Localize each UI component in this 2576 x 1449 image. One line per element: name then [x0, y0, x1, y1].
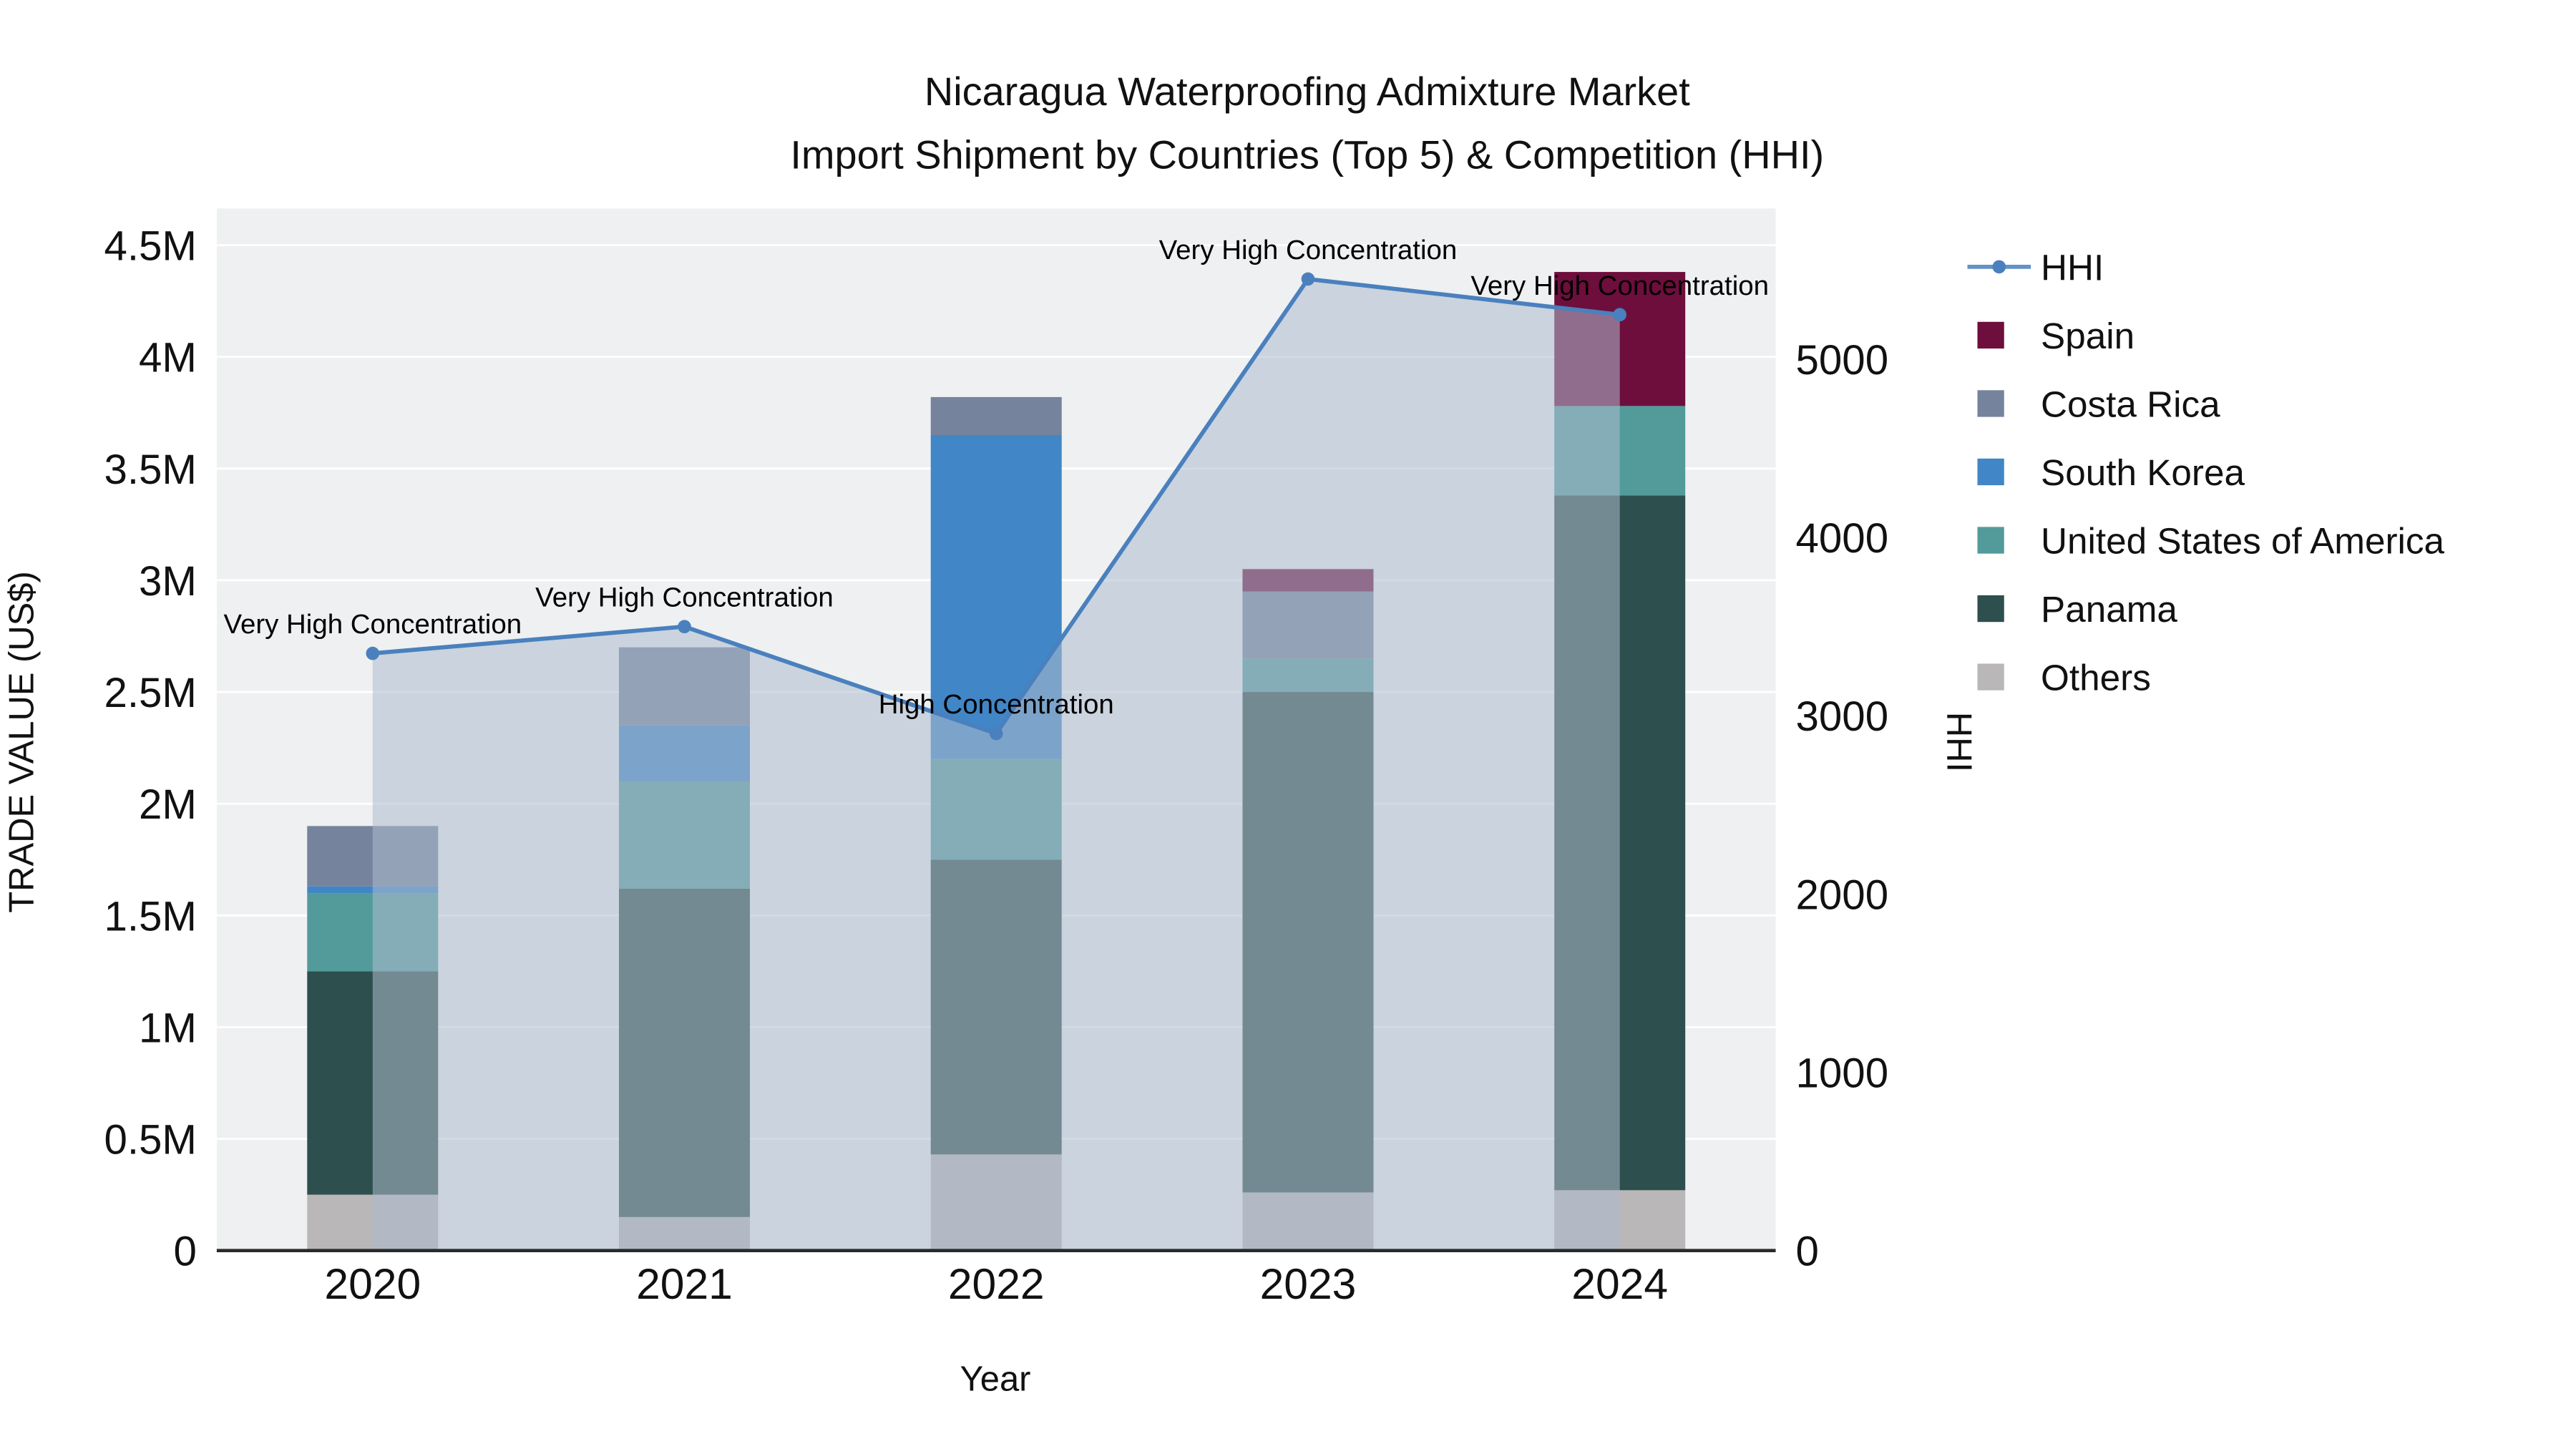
legend-swatch-others [1977, 663, 2004, 691]
y-right-tick-label: 0 [1796, 1229, 1819, 1275]
hhi-marker-2021[interactable] [678, 620, 691, 634]
y-left-tick-label: 0 [174, 1229, 197, 1275]
bar-segment-south-korea-2020[interactable] [307, 886, 439, 894]
x-axis-title: Year [960, 1360, 1031, 1398]
legend-swatch-south-korea [1977, 458, 2004, 486]
y-left-tick-label: 2.5M [104, 670, 196, 716]
y-left-tick-label: 3M [139, 558, 197, 605]
legend-label-hhi: HHI [2041, 248, 2104, 288]
y-left-tick-label: 0.5M [104, 1117, 196, 1163]
y-right-tick-label: 4000 [1796, 515, 1889, 562]
annotation-2022: High Concentration [879, 689, 1114, 720]
legend-item-hhi[interactable]: HHI [1967, 248, 2104, 288]
bar-segment-costa-rica-2022[interactable] [930, 396, 1062, 435]
legend-line-marker-icon [1992, 260, 2006, 274]
chart-title-line1: Nicaragua Waterproofing Admixture Market [924, 69, 1690, 114]
legend-item-south-korea[interactable]: South Korea [1977, 452, 2245, 493]
legend-item-panama[interactable]: Panama [1977, 589, 2177, 630]
hhi-marker-2020[interactable] [366, 646, 380, 660]
x-tick-label-2020: 2020 [324, 1259, 421, 1308]
legend-item-others[interactable]: Others [1977, 658, 2151, 698]
x-tick-label-2024: 2024 [1571, 1259, 1668, 1308]
legend-item-costa-rica[interactable]: Costa Rica [1977, 384, 2220, 425]
x-tick-label-2021: 2021 [636, 1259, 733, 1308]
y-right-tick-label: 5000 [1796, 337, 1889, 384]
y-left-tick-label: 2M [139, 781, 197, 828]
hhi-marker-2022[interactable] [989, 726, 1003, 741]
plot-area: 0 0.5M 1M 1.5M 2M 2.5M 3M 3.5M 4M 4.5M 0 1000 2000 30… [104, 208, 1888, 1308]
chart-title-line2: Import Shipment by Countries (Top 5) & C… [790, 132, 1824, 177]
x-tick-label-2022: 2022 [948, 1259, 1045, 1308]
legend-label-south-korea: South Korea [2041, 452, 2245, 493]
annotation-2021: Very High Concentration [535, 582, 834, 613]
y-left-tick-label: 3.5M [104, 447, 196, 493]
legend-label-united-states-of-america: United States of America [2041, 521, 2445, 562]
y-right-axis-title: HHI [1940, 712, 1979, 772]
y-right-tick-label: 3000 [1796, 693, 1889, 740]
legend-item-spain[interactable]: Spain [1977, 316, 2135, 356]
y-right-tick-label: 2000 [1796, 872, 1889, 918]
y-left-axis-title: TRADE VALUE (US$) [3, 571, 42, 913]
x-tick-label-2023: 2023 [1260, 1259, 1357, 1308]
annotation-2024: Very High Concentration [1470, 270, 1769, 301]
legend-label-panama: Panama [2041, 589, 2177, 630]
hhi-marker-2024[interactable] [1613, 308, 1627, 322]
hhi-area-fill [372, 278, 1620, 1251]
legend-label-spain: Spain [2041, 316, 2135, 356]
annotation-2023: Very High Concentration [1159, 235, 1458, 265]
legend: HHI Spain Costa Rica South Korea United Stat… [1967, 248, 2445, 698]
annotation-2020: Very High Concentration [223, 609, 522, 640]
y-left-tick-label: 4.5M [104, 223, 196, 270]
legend-swatch-panama [1977, 595, 2004, 623]
legend-swatch-spain [1977, 321, 2004, 349]
legend-item-united-states-of-america[interactable]: United States of America [1977, 521, 2445, 562]
hhi-marker-2023[interactable] [1301, 272, 1315, 286]
legend-swatch-costa-rica [1977, 390, 2004, 417]
y-right-tick-label: 1000 [1796, 1050, 1889, 1096]
y-left-tick-label: 1.5M [104, 893, 196, 940]
legend-swatch-united-states-of-america [1977, 527, 2004, 554]
y-left-tick-label: 1M [139, 1005, 197, 1051]
legend-label-others: Others [2041, 658, 2151, 698]
legend-label-costa-rica: Costa Rica [2041, 384, 2220, 425]
y-left-tick-label: 4M [139, 335, 197, 381]
